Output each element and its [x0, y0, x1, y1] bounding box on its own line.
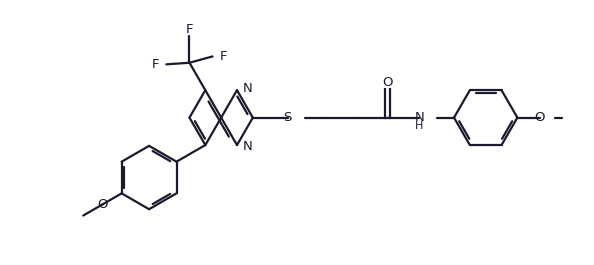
Text: F: F [186, 23, 193, 36]
Text: N: N [243, 82, 252, 95]
Text: N: N [414, 111, 424, 124]
Text: F: F [152, 58, 160, 71]
Text: H: H [415, 121, 424, 131]
Text: O: O [534, 111, 545, 124]
Text: F: F [219, 50, 227, 63]
Text: S: S [283, 111, 292, 124]
Text: O: O [382, 76, 393, 89]
Text: N: N [243, 140, 252, 153]
Text: O: O [97, 198, 108, 211]
